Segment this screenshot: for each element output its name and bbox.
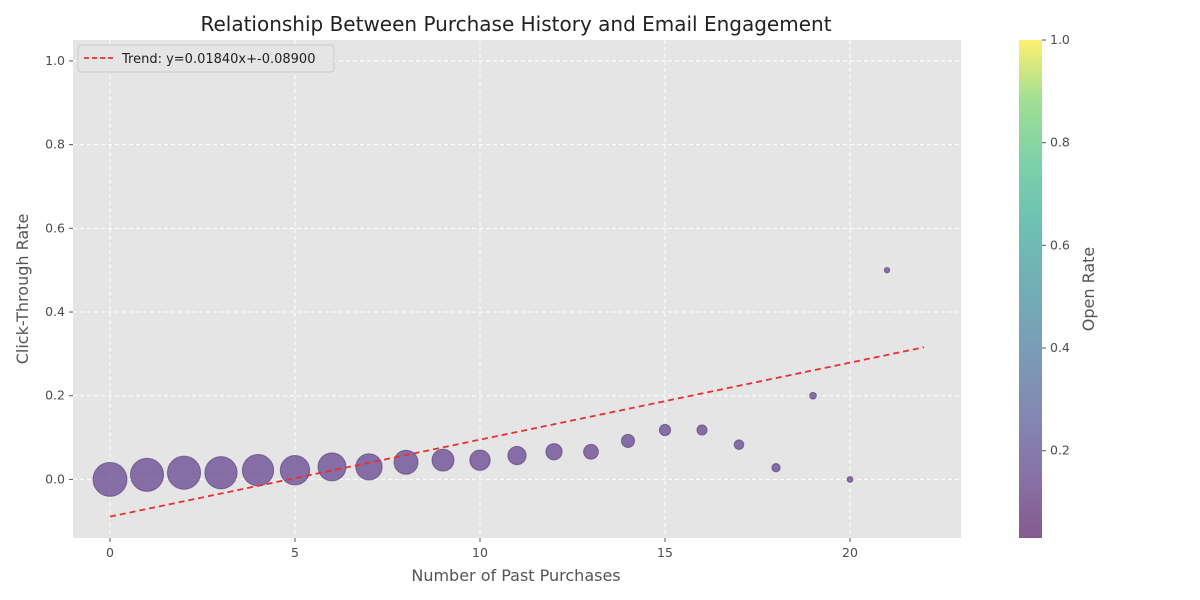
scatter-point bbox=[545, 443, 563, 461]
scatter-point bbox=[355, 453, 383, 481]
y-tick-label: 0.0 bbox=[45, 471, 65, 486]
colorbar-tick-label: 0.6 bbox=[1050, 237, 1070, 252]
scatter-point bbox=[809, 391, 817, 400]
scatter-point bbox=[620, 433, 636, 448]
scatter-point bbox=[241, 454, 275, 487]
x-axis-label: Number of Past Purchases bbox=[411, 566, 620, 585]
scatter-point bbox=[883, 266, 891, 274]
scatter-point bbox=[166, 455, 202, 490]
y-axis-ticks: 0.0 0.2 0.4 0.6 0.8 1.0 bbox=[45, 53, 73, 486]
scatter-point bbox=[658, 423, 672, 437]
legend-box bbox=[77, 44, 335, 73]
x-tick-label: 20 bbox=[842, 545, 858, 560]
scatter-point bbox=[431, 448, 455, 472]
scatter-point bbox=[696, 424, 708, 436]
colorbar-ticks: 0.2 0.4 0.6 0.8 1.0 bbox=[1042, 32, 1070, 458]
scatter-point bbox=[507, 445, 527, 466]
colorbar-tick-label: 0.8 bbox=[1050, 135, 1070, 150]
x-tick-label: 10 bbox=[472, 545, 488, 560]
colorbar-tick-label: 0.4 bbox=[1050, 340, 1070, 355]
colorbar bbox=[1019, 40, 1042, 538]
chart-title: Relationship Between Purchase History an… bbox=[200, 12, 831, 36]
scatter-point bbox=[393, 449, 419, 475]
legend: Trend: y=0.01840x+-0.08900 bbox=[77, 44, 335, 73]
x-tick-label: 0 bbox=[106, 545, 114, 560]
trend-line bbox=[109, 346, 925, 518]
colorbar-label: Open Rate bbox=[1079, 247, 1098, 332]
scatter-point bbox=[469, 449, 491, 471]
scatter-point bbox=[279, 454, 311, 486]
scatter-point bbox=[129, 457, 165, 492]
scatter-points bbox=[92, 266, 891, 497]
y-axis-label: Click-Through Rate bbox=[13, 214, 32, 365]
scatter-point bbox=[317, 452, 347, 482]
y-tick-label: 0.8 bbox=[45, 137, 65, 152]
trend-layer bbox=[109, 346, 925, 518]
x-tick-label: 5 bbox=[291, 545, 299, 560]
colorbar-tick-label: 1.0 bbox=[1050, 32, 1070, 47]
y-tick-label: 1.0 bbox=[45, 53, 65, 68]
scatter-point bbox=[733, 439, 745, 450]
scatter-point bbox=[771, 463, 781, 473]
legend-trend-label: Trend: y=0.01840x+-0.08900 bbox=[121, 52, 315, 67]
scatter-point bbox=[583, 443, 599, 460]
y-tick-label: 0.4 bbox=[45, 304, 65, 319]
scatter-point bbox=[846, 475, 854, 483]
scatter-point bbox=[204, 456, 238, 490]
colorbar-tick-label: 0.2 bbox=[1050, 443, 1070, 458]
scatter-point bbox=[92, 461, 128, 497]
y-tick-label: 0.2 bbox=[45, 388, 65, 403]
y-tick-label: 0.6 bbox=[45, 220, 65, 235]
x-tick-label: 15 bbox=[657, 545, 673, 560]
x-axis-ticks: 0 5 10 15 20 bbox=[106, 538, 858, 560]
